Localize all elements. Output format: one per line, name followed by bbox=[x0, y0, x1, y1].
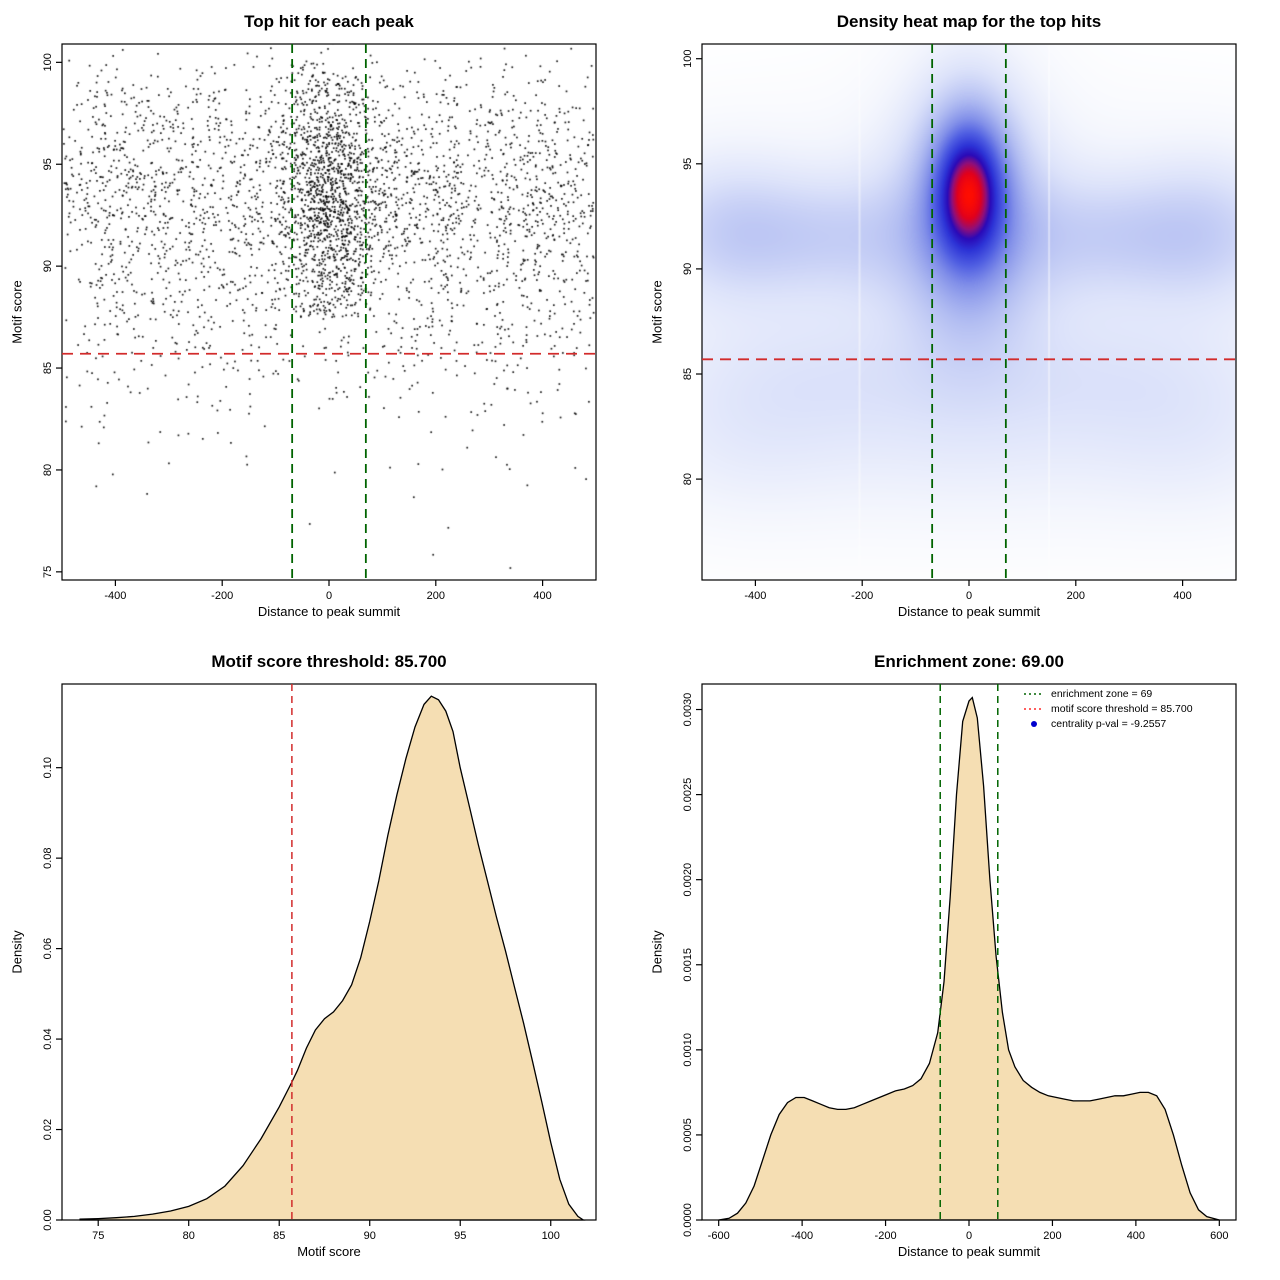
svg-text:0.10: 0.10 bbox=[42, 757, 54, 778]
svg-text:motif score threshold = 85.700: motif score threshold = 85.700 bbox=[1051, 703, 1193, 715]
svg-text:85: 85 bbox=[682, 368, 694, 380]
svg-text:80: 80 bbox=[42, 464, 54, 476]
svg-text:95: 95 bbox=[682, 158, 694, 170]
chart-title-heatmap: Density heat map for the top hits bbox=[836, 12, 1102, 31]
distance-density-svg: -600 -400 -200 0 200 400 600 0.0000 0.0005 0.0010… bbox=[682, 683, 1237, 1242]
panel-distance-density: -600 -400 -200 0 200 400 600 0.0000 0.0005 0.0010… bbox=[640, 640, 1280, 1280]
svg-text:200: 200 bbox=[427, 590, 445, 602]
x-axis-label-scatter: Distance to peak summit bbox=[257, 604, 401, 619]
chart-title-scatter: Top hit for each peak bbox=[244, 12, 414, 31]
svg-text:90: 90 bbox=[364, 1230, 376, 1242]
x-axis-label-heatmap: Distance to peak summit bbox=[897, 604, 1041, 619]
chart-title-score-density: Motif score threshold: 85.700 bbox=[211, 652, 447, 671]
svg-text:-600: -600 bbox=[708, 1230, 730, 1242]
svg-text:75: 75 bbox=[42, 566, 54, 578]
svg-text:400: 400 bbox=[1173, 590, 1191, 602]
svg-text:0.0030: 0.0030 bbox=[682, 693, 694, 727]
y-axis-label-heatmap: Motif score bbox=[649, 280, 665, 344]
panel-density-heatmap: -400 -200 0 200 400 80 85 90 95 100 Density heat … bbox=[640, 0, 1280, 640]
svg-text:0.06: 0.06 bbox=[42, 938, 54, 959]
svg-text:centrality p-val = -9.2557: centrality p-val = -9.2557 bbox=[1051, 718, 1166, 730]
svg-text:95: 95 bbox=[42, 158, 54, 170]
svg-text:-400: -400 bbox=[791, 1230, 813, 1242]
svg-text:0: 0 bbox=[966, 590, 972, 602]
svg-text:0.02: 0.02 bbox=[42, 1119, 54, 1140]
svg-text:80: 80 bbox=[183, 1230, 195, 1242]
svg-text:600: 600 bbox=[1210, 1230, 1228, 1242]
svg-text:-200: -200 bbox=[875, 1230, 897, 1242]
y-axis-label-score-density: Density bbox=[9, 930, 25, 974]
svg-text:-400: -400 bbox=[104, 590, 126, 602]
y-axis-label-scatter: Motif score bbox=[9, 280, 25, 344]
svg-text:0.08: 0.08 bbox=[42, 847, 54, 868]
score-density-svg: 75 80 85 90 95 100 0.00 0.02 0.04 0.06 0.08 0.10 bbox=[42, 683, 597, 1242]
svg-text:0.0025: 0.0025 bbox=[682, 778, 694, 812]
svg-text:-200: -200 bbox=[851, 590, 873, 602]
svg-text:100: 100 bbox=[42, 53, 54, 71]
scatter-axes-svg: -400 -200 0 200 400 75 80 85 90 95 100 bbox=[42, 43, 597, 602]
heatmap-canvas bbox=[702, 44, 1236, 580]
svg-text:0.0000: 0.0000 bbox=[682, 1203, 694, 1237]
svg-text:0.0010: 0.0010 bbox=[682, 1033, 694, 1067]
svg-text:0: 0 bbox=[326, 590, 332, 602]
svg-text:enrichment zone = 69: enrichment zone = 69 bbox=[1051, 688, 1152, 700]
svg-text:200: 200 bbox=[1067, 590, 1085, 602]
x-axis-label-distance-density: Distance to peak summit bbox=[897, 1244, 1041, 1259]
svg-text:90: 90 bbox=[42, 260, 54, 272]
svg-text:-200: -200 bbox=[211, 590, 233, 602]
svg-text:400: 400 bbox=[533, 590, 551, 602]
svg-text:80: 80 bbox=[682, 473, 694, 485]
svg-text:400: 400 bbox=[1127, 1230, 1145, 1242]
svg-text:0.00: 0.00 bbox=[42, 1209, 54, 1230]
panel-scatter-top-hits: -400 -200 0 200 400 75 80 85 90 95 100 Top hit for… bbox=[0, 0, 640, 640]
svg-text:100: 100 bbox=[542, 1230, 560, 1242]
panel-motif-score-density: 75 80 85 90 95 100 0.00 0.02 0.04 0.06 0.08 0.10 Mo… bbox=[0, 640, 640, 1280]
svg-text:90: 90 bbox=[682, 263, 694, 275]
svg-text:0.0020: 0.0020 bbox=[682, 863, 694, 897]
chart-title-distance-density: Enrichment zone: 69.00 bbox=[874, 652, 1064, 671]
svg-text:95: 95 bbox=[454, 1230, 466, 1242]
y-axis-label-distance-density: Density bbox=[649, 930, 665, 974]
svg-text:0.04: 0.04 bbox=[42, 1028, 54, 1049]
svg-text:100: 100 bbox=[682, 50, 694, 68]
heatmap-axes-svg: -400 -200 0 200 400 80 85 90 95 100 bbox=[682, 43, 1237, 602]
svg-text:-400: -400 bbox=[744, 590, 766, 602]
svg-text:0.0015: 0.0015 bbox=[682, 948, 694, 982]
svg-text:0.0005: 0.0005 bbox=[682, 1118, 694, 1152]
x-axis-label-score-density: Motif score bbox=[297, 1244, 361, 1259]
svg-text:75: 75 bbox=[92, 1230, 104, 1242]
svg-text:0: 0 bbox=[966, 1230, 972, 1242]
scatter-points-canvas bbox=[62, 44, 596, 580]
svg-text:85: 85 bbox=[42, 362, 54, 374]
svg-text:85: 85 bbox=[273, 1230, 285, 1242]
svg-text:200: 200 bbox=[1043, 1230, 1061, 1242]
